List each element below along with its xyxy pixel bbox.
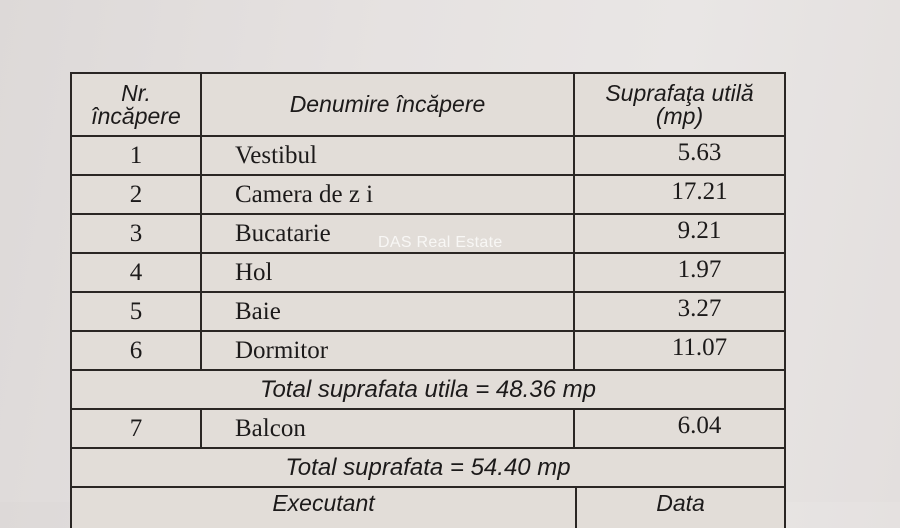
row-area: 1.97 [677, 256, 722, 283]
row-name: Baie [202, 293, 575, 330]
row-area: 5.63 [677, 139, 722, 166]
row-name: Balcon [202, 410, 575, 447]
row-nr: 1 [72, 137, 202, 174]
table-row: 5 Baie 3.27 [72, 293, 784, 332]
header-area-line1: Suprafaţa utilă [605, 79, 754, 106]
row-area: 6.04 [677, 412, 722, 439]
watermark: DAS Real Estate [378, 234, 503, 251]
footer-row: Executant Data [72, 488, 784, 528]
header-nr-line1: Nr. [121, 79, 151, 106]
table-header: Nr. încăpere Denumire încăpere Suprafaţa … [72, 74, 784, 137]
row-name: Bucatarie [202, 215, 575, 252]
table-row-balcony: 7 Balcon 6.04 [72, 410, 784, 449]
header-name: Denumire încăpere [202, 74, 575, 135]
header-area: Suprafaţa utilă (mp) [575, 74, 784, 135]
header-nr-line2: încăpere [91, 102, 181, 129]
table-row: 4 Hol 1.97 [72, 254, 784, 293]
header-area-line2: (mp) [655, 102, 704, 129]
row-area: 9.21 [677, 217, 722, 244]
table-row: 1 Vestibul 5.63 [72, 137, 784, 176]
row-nr: 7 [72, 410, 202, 447]
total-useful-row: Total suprafata utila = 48.36 mp [72, 371, 784, 410]
row-name: Dormitor [202, 332, 575, 369]
table-row: 3 Bucatarie 9.21 [72, 215, 784, 254]
footer-data: Data [656, 490, 705, 516]
footer-executant: Executant [72, 488, 577, 528]
row-name: Hol [202, 254, 575, 291]
total-row: Total suprafata = 54.40 mp [72, 449, 784, 488]
total-useful: Total suprafata utila = 48.36 mp [260, 375, 596, 403]
total: Total suprafata = 54.40 mp [285, 453, 571, 481]
row-nr: 5 [72, 293, 202, 330]
row-area: 3.27 [677, 295, 722, 322]
row-nr: 4 [72, 254, 202, 291]
header-nr: Nr. încăpere [72, 74, 202, 135]
row-area: 17.21 [671, 178, 728, 205]
row-nr: 2 [72, 176, 202, 213]
row-nr: 6 [72, 332, 202, 369]
row-nr: 3 [72, 215, 202, 252]
row-name: Vestibul [202, 137, 575, 174]
table-row: 6 Dormitor 11.07 [72, 332, 784, 371]
room-area-table: Nr. încăpere Denumire încăpere Suprafaţa … [70, 72, 786, 528]
row-name: Camera de z i [202, 176, 575, 213]
table-row: 2 Camera de z i 17.21 [72, 176, 784, 215]
row-area: 11.07 [671, 334, 728, 361]
